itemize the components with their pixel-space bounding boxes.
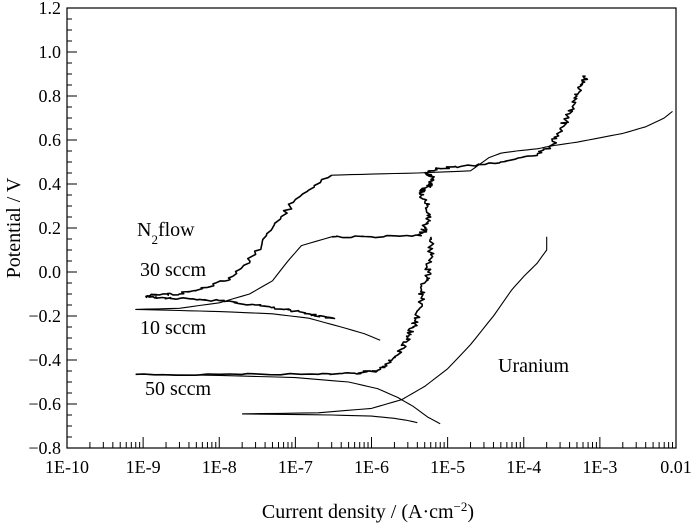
x-tick-label: 1E-8 xyxy=(202,457,237,477)
x-axis-title: Current density / (A·cm−2) xyxy=(262,499,474,524)
y-tick-label: 1.2 xyxy=(39,0,62,18)
x-tick-label: 0.01 xyxy=(660,457,692,477)
series-line xyxy=(135,236,381,341)
series-line xyxy=(135,373,441,425)
series-line xyxy=(331,75,589,239)
x-tick-label: 1E-6 xyxy=(354,457,389,477)
data-series xyxy=(135,75,673,425)
y-tick-labels: −0.8 −0.6 −0.4 −0.2 0.0 0.2 0.4 0.6 0.8 1.0 1.2 xyxy=(28,0,61,458)
x-tick-label: 1E-5 xyxy=(430,457,465,477)
series-line xyxy=(135,236,435,376)
y-tick-label: −0.2 xyxy=(28,306,61,326)
x-tick-label: 1E-10 xyxy=(45,457,89,477)
x-tick-label: 1E-7 xyxy=(278,457,313,477)
series-line xyxy=(145,174,336,320)
series-line xyxy=(331,110,673,176)
y-axis-title: Potential / V xyxy=(3,177,25,278)
x-tick-label: 1E-3 xyxy=(582,457,617,477)
y-tick-label: 0.2 xyxy=(39,218,62,238)
y-tick-label: 1.0 xyxy=(39,42,62,62)
annotation-uranium: Uranium xyxy=(498,355,570,377)
y-tick-label: 0.4 xyxy=(39,174,62,194)
y-tick-label: 0.0 xyxy=(39,262,62,282)
y-tick-label: 0.6 xyxy=(39,130,62,150)
axis-ticks xyxy=(66,7,677,449)
annotation-30-sccm: 30 sccm xyxy=(140,259,207,281)
annotation-n2flow: N2flow xyxy=(137,219,195,247)
annotation-10-sccm: 10 sccm xyxy=(140,317,207,339)
y-tick-label: −0.6 xyxy=(28,394,61,414)
y-tick-label: −0.8 xyxy=(28,438,61,458)
y-tick-label: 0.8 xyxy=(39,86,62,106)
series-line xyxy=(242,236,548,415)
annotation-50-sccm: 50 sccm xyxy=(145,378,212,400)
x-tick-label: 1E-4 xyxy=(506,457,541,477)
x-tick-labels: 1E-10 1E-9 1E-8 1E-7 1E-6 1E-5 1E-4 1E-3 0.01 xyxy=(45,457,692,477)
x-tick-label: 1E-9 xyxy=(126,457,161,477)
series-line xyxy=(242,413,418,424)
y-tick-label: −0.4 xyxy=(28,350,61,370)
